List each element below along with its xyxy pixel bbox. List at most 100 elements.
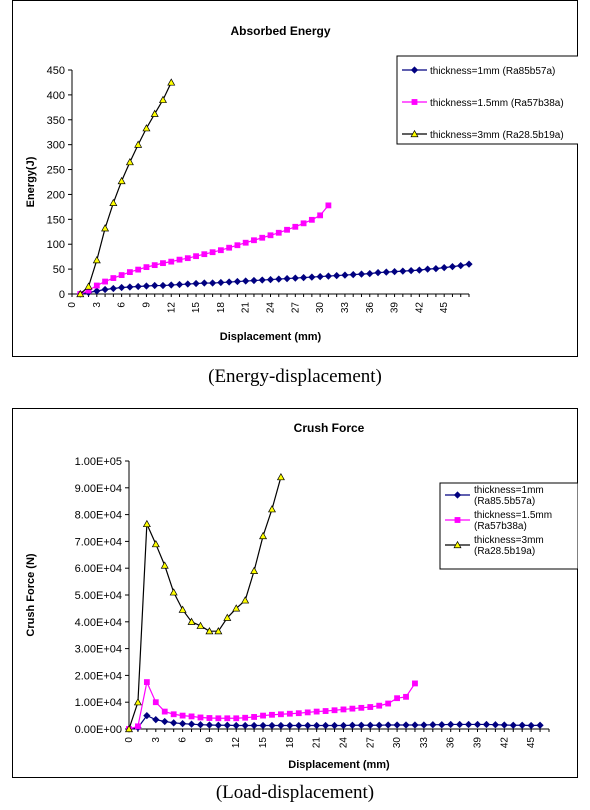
data-point bbox=[269, 711, 275, 718]
x-tick-label: 45 bbox=[439, 302, 450, 314]
data-point bbox=[341, 271, 349, 279]
data-point bbox=[267, 505, 276, 513]
data-point bbox=[429, 721, 437, 729]
data-point bbox=[349, 270, 357, 279]
data-point bbox=[184, 280, 192, 288]
data-point bbox=[382, 268, 390, 276]
data-point bbox=[102, 278, 108, 285]
data-point bbox=[151, 281, 159, 290]
legend-label: thickness=1mm (Ra85.5b57a) bbox=[474, 485, 544, 507]
data-point bbox=[403, 693, 409, 700]
data-point bbox=[299, 273, 308, 282]
data-point bbox=[259, 234, 266, 241]
y-tick-label: 150 bbox=[47, 214, 65, 226]
energy-chart: Absorbed Energy0501001502002503003504004… bbox=[12, 0, 581, 357]
data-point bbox=[465, 260, 473, 268]
data-point bbox=[170, 711, 177, 718]
data-point bbox=[188, 713, 195, 720]
data-point bbox=[225, 278, 233, 286]
x-tick-label: 33 bbox=[340, 302, 351, 314]
data-point bbox=[201, 251, 208, 258]
data-point bbox=[133, 698, 142, 706]
data-point bbox=[214, 721, 222, 729]
data-point bbox=[125, 157, 134, 166]
data-point bbox=[242, 277, 250, 285]
data-point bbox=[109, 284, 117, 293]
x-tick-label: 36 bbox=[446, 737, 457, 749]
data-point bbox=[84, 282, 93, 290]
chart-title: Crush Force bbox=[294, 421, 365, 435]
x-axis-label: Displacement (mm) bbox=[220, 331, 322, 343]
data-point bbox=[217, 278, 225, 287]
data-point bbox=[457, 262, 465, 270]
x-tick-label: 18 bbox=[216, 302, 227, 314]
x-tick-label: 6 bbox=[117, 302, 128, 308]
y-tick-label: 250 bbox=[47, 165, 65, 177]
x-tick-label: 12 bbox=[231, 737, 242, 749]
data-point bbox=[304, 709, 311, 716]
data-point bbox=[152, 715, 160, 724]
x-tick-label: 45 bbox=[526, 737, 537, 749]
energy-caption: (Energy-displacement) bbox=[208, 366, 382, 387]
x-tick-label: 21 bbox=[312, 737, 323, 749]
data-point bbox=[226, 244, 233, 251]
data-point bbox=[322, 708, 329, 714]
data-point bbox=[92, 256, 101, 264]
x-tick-label: 3 bbox=[92, 302, 103, 308]
data-point bbox=[242, 239, 249, 246]
legend-marker bbox=[411, 99, 418, 105]
data-point bbox=[295, 710, 302, 717]
x-tick-label: 0 bbox=[67, 302, 78, 308]
data-point bbox=[233, 715, 240, 722]
data-point bbox=[491, 721, 500, 729]
y-tick-label: 300 bbox=[47, 140, 65, 152]
data-point bbox=[286, 721, 294, 730]
data-point bbox=[241, 721, 249, 730]
data-point bbox=[259, 721, 267, 730]
legend-marker bbox=[410, 66, 419, 74]
data-point bbox=[224, 715, 231, 722]
data-point bbox=[260, 712, 266, 719]
data-point bbox=[176, 256, 183, 263]
data-point bbox=[313, 721, 321, 730]
x-tick-label: 36 bbox=[365, 302, 376, 314]
series-line bbox=[128, 476, 282, 730]
crush-caption: (Load-displacement) bbox=[215, 782, 375, 803]
x-tick-label: 9 bbox=[141, 302, 152, 308]
data-point bbox=[250, 721, 258, 730]
data-point bbox=[101, 224, 110, 232]
data-point bbox=[223, 613, 232, 621]
data-point bbox=[357, 270, 366, 278]
data-point bbox=[234, 242, 241, 249]
data-point bbox=[456, 720, 464, 729]
data-point bbox=[151, 539, 160, 548]
data-point bbox=[333, 271, 341, 280]
y-tick-label: 5.00E+04 bbox=[75, 590, 122, 602]
y-tick-label: 9.00E+04 bbox=[75, 483, 122, 495]
data-point bbox=[415, 266, 423, 274]
data-point bbox=[76, 289, 85, 298]
data-point bbox=[118, 272, 125, 278]
data-point bbox=[366, 269, 374, 278]
data-point bbox=[205, 721, 214, 729]
data-point bbox=[267, 232, 274, 239]
data-point bbox=[464, 720, 473, 729]
data-point bbox=[518, 721, 526, 729]
data-point bbox=[215, 715, 222, 722]
data-point bbox=[134, 140, 143, 148]
data-point bbox=[292, 223, 299, 230]
x-tick-label: 12 bbox=[166, 302, 177, 314]
data-point bbox=[169, 588, 178, 596]
data-point bbox=[349, 705, 356, 712]
data-point bbox=[482, 720, 491, 729]
x-tick-label: 15 bbox=[191, 302, 202, 314]
data-point bbox=[367, 704, 374, 710]
data-point bbox=[205, 627, 214, 635]
x-tick-label: 3 bbox=[151, 737, 162, 743]
data-point bbox=[295, 721, 303, 730]
data-point bbox=[420, 721, 428, 729]
data-point bbox=[250, 566, 259, 574]
data-point bbox=[259, 531, 268, 540]
x-tick-label: 6 bbox=[178, 737, 189, 743]
x-tick-label: 18 bbox=[285, 737, 296, 749]
